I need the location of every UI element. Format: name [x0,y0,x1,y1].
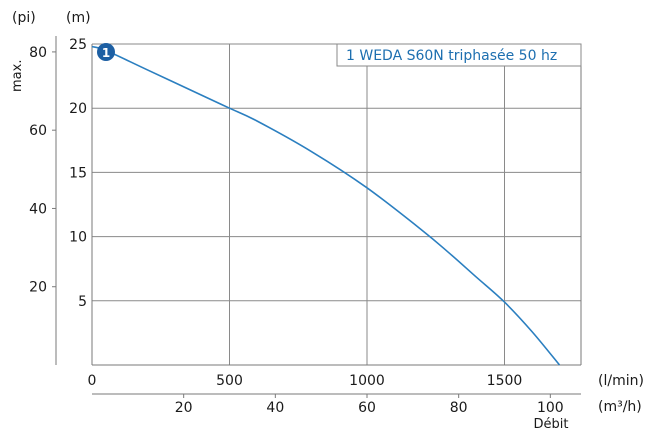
x2-unit-label: (m³/h) [598,399,642,415]
y2-tick-label: 80 [29,45,47,61]
x2-tick-label: 80 [450,400,468,416]
y-tick-label: 5 [78,294,87,310]
x-tick-label: 1500 [487,373,523,389]
y-tick-label: 25 [69,37,87,53]
y-tick-label: 20 [69,101,87,117]
y-tick-label: 10 [69,230,87,246]
series-marker-label: 1 [102,46,110,60]
grid [92,43,581,365]
x2-tick-labels: 20 40 60 80 100 [175,394,564,416]
x2-tick-label: 100 [537,400,564,416]
y2-tick-label: 40 [29,201,47,217]
y-tick-label: 15 [69,165,87,181]
legend: 1 WEDA S60N triphasée 50 hz [336,43,582,67]
y-unit-label: (m) [66,10,91,26]
axes [55,36,582,395]
y2-tick-labels: 20 40 60 80 [29,45,56,296]
x-tick-label: 500 [216,373,243,389]
x-tick-label: 1000 [349,373,385,389]
x-tick-labels: 0 500 1000 1500 [88,373,523,389]
series-line [91,45,561,366]
x2-tick-label: 20 [175,400,193,416]
y2-tick-label: 60 [29,123,47,139]
y-tick-labels: 5 10 15 20 25 [69,37,87,310]
series-marker: 1 [97,43,115,61]
series-layer [91,45,561,366]
series-marker-circle [97,43,115,61]
x2-tick-label: 60 [358,400,376,416]
x-unit-label: (l/min) [598,373,644,389]
legend-box [336,43,582,67]
x-tick-label: 0 [88,373,97,389]
y2-tick-label: 20 [29,280,47,296]
x2-tick-label: 40 [266,400,284,416]
y2-unit-label: (pi) [12,10,36,26]
x2-caption: Débit [534,417,569,432]
y2-caption: max. [10,60,25,92]
legend-label: 1 WEDA S60N triphasée 50 hz [346,48,557,64]
